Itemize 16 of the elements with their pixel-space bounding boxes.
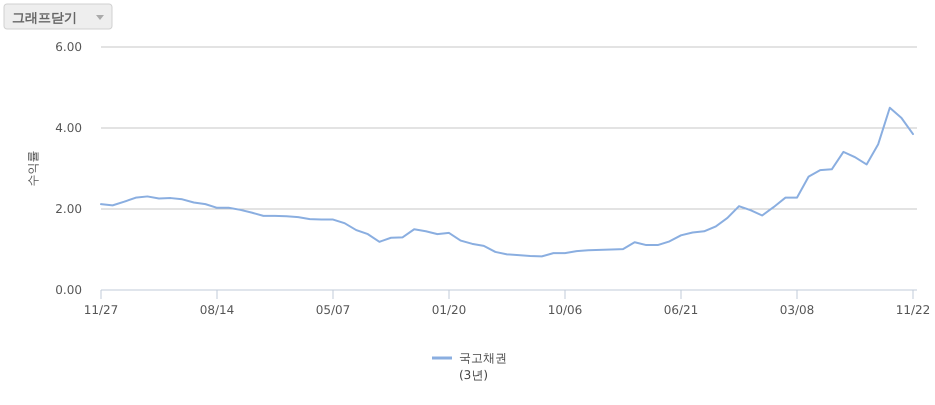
x-tick-label: 11/27 — [84, 303, 118, 317]
y-tick-label: 6.00 — [55, 40, 82, 54]
x-tick-label: 08/14 — [200, 303, 234, 317]
y-axis-title: 수익률 — [26, 150, 40, 186]
legend-label: 국고채권 (3년) — [459, 351, 507, 382]
button: 그래프닫기 — [4, 4, 112, 30]
x-tick-label: 11/22 — [896, 303, 930, 317]
x-tick-label: 05/07 — [316, 303, 350, 317]
y-tick-label: 4.00 — [55, 121, 82, 135]
x-tick-label: 10/06 — [548, 303, 582, 317]
x-tick-label: 03/08 — [780, 303, 814, 317]
y-tick-label: 0.00 — [55, 283, 82, 297]
x-tick-label: 06/21 — [664, 303, 698, 317]
line-series — [100, 106, 914, 258]
x-tick-label: 01/20 — [432, 303, 466, 317]
y-tick-label: 2.00 — [55, 202, 82, 216]
